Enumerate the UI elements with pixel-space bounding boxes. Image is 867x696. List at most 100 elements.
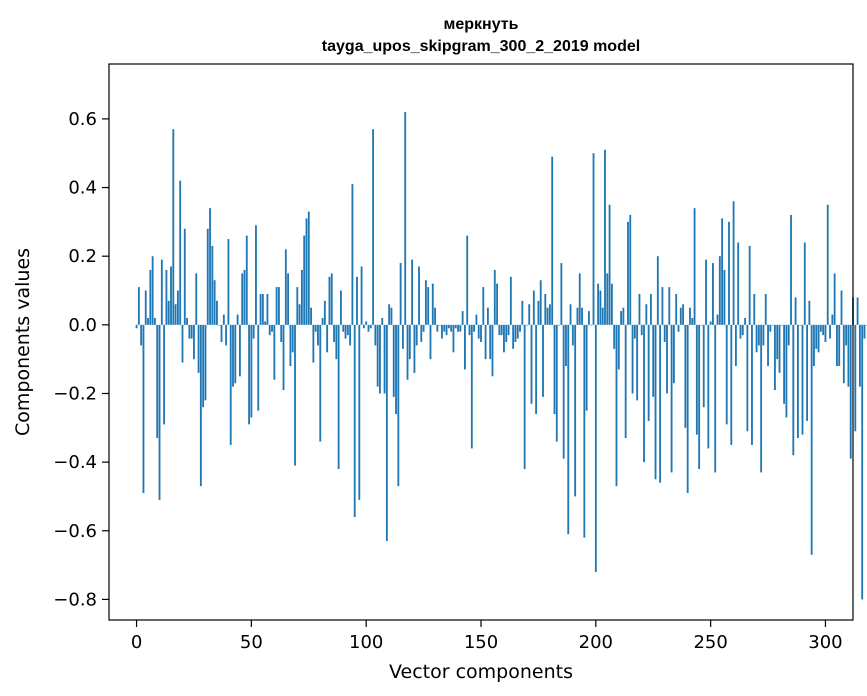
bar-15 bbox=[170, 266, 172, 325]
bar-288 bbox=[796, 324, 799, 439]
bar-200 bbox=[594, 324, 597, 572]
bar-35 bbox=[216, 300, 218, 325]
bar-82 bbox=[323, 300, 326, 325]
y-tick-label-2: 0.2 bbox=[68, 246, 97, 267]
bar-4 bbox=[144, 290, 147, 325]
bar-18 bbox=[176, 290, 179, 325]
bar-267 bbox=[748, 245, 751, 325]
bar-234 bbox=[672, 324, 675, 384]
bar-214 bbox=[627, 221, 629, 325]
bar-76 bbox=[310, 307, 312, 325]
bar-216 bbox=[631, 324, 634, 394]
bar-117 bbox=[404, 112, 407, 325]
bar-51 bbox=[252, 324, 255, 339]
bar-42 bbox=[232, 324, 234, 387]
bar-250 bbox=[709, 321, 712, 325]
bar-23 bbox=[188, 324, 191, 339]
bar-295 bbox=[813, 324, 815, 367]
bar-261 bbox=[734, 324, 737, 367]
bar-162 bbox=[507, 324, 510, 336]
bar-218 bbox=[636, 324, 639, 401]
bar-215 bbox=[629, 215, 632, 325]
bar-173 bbox=[532, 290, 535, 325]
bar-33 bbox=[211, 245, 214, 325]
bar-57 bbox=[266, 293, 269, 325]
bar-172 bbox=[530, 324, 533, 404]
bar-13 bbox=[165, 269, 168, 325]
bar-44 bbox=[236, 314, 239, 325]
bar-311 bbox=[849, 324, 852, 459]
bar-240 bbox=[686, 324, 689, 494]
x-tick-label-2: 100 bbox=[349, 632, 383, 653]
bar-5 bbox=[147, 317, 149, 325]
bar-213 bbox=[624, 324, 627, 439]
bar-102 bbox=[369, 324, 372, 329]
bar-126 bbox=[424, 280, 427, 325]
bar-232 bbox=[668, 287, 671, 325]
x-tick-label-3: 150 bbox=[464, 632, 498, 653]
bar-192 bbox=[576, 307, 579, 325]
bar-219 bbox=[638, 293, 641, 325]
bar-68 bbox=[291, 324, 294, 353]
bar-227 bbox=[656, 256, 659, 325]
bar-114 bbox=[397, 324, 400, 487]
bar-252 bbox=[714, 324, 717, 473]
bar-63 bbox=[280, 324, 283, 342]
x-tick-label-4: 200 bbox=[579, 632, 613, 653]
bar-19 bbox=[179, 180, 182, 325]
bar-99 bbox=[362, 324, 365, 329]
bar-280 bbox=[778, 324, 781, 373]
bar-28 bbox=[199, 324, 202, 487]
bar-244 bbox=[695, 324, 698, 435]
bar-1 bbox=[137, 287, 140, 325]
bar-181 bbox=[551, 156, 554, 325]
bar-110 bbox=[388, 304, 391, 325]
bar-243 bbox=[693, 208, 696, 325]
bar-183 bbox=[555, 324, 558, 442]
chart-title-line1: меркнуть bbox=[444, 16, 519, 33]
bar-270 bbox=[755, 324, 758, 353]
bar-113 bbox=[395, 324, 397, 415]
bar-128 bbox=[429, 324, 432, 360]
bar-164 bbox=[512, 324, 515, 349]
bar-251 bbox=[712, 263, 714, 325]
bar-269 bbox=[753, 293, 756, 325]
bar-90 bbox=[342, 324, 345, 332]
bar-220 bbox=[640, 324, 643, 336]
bar-78 bbox=[314, 324, 317, 332]
bar-142 bbox=[461, 311, 464, 325]
bar-121 bbox=[413, 324, 416, 373]
bar-133 bbox=[441, 324, 443, 339]
bar-291 bbox=[803, 242, 806, 325]
bar-72 bbox=[300, 269, 303, 325]
bar-273 bbox=[762, 324, 765, 346]
bar-263 bbox=[739, 324, 742, 339]
bar-174 bbox=[535, 324, 538, 415]
bar-91 bbox=[344, 324, 347, 339]
bar-247 bbox=[702, 324, 705, 408]
bar-208 bbox=[613, 324, 616, 349]
bar-317 bbox=[863, 324, 866, 339]
bar-88 bbox=[337, 324, 340, 469]
bar-148 bbox=[475, 314, 478, 325]
bar-109 bbox=[385, 324, 388, 542]
bar-211 bbox=[620, 311, 622, 325]
y-tick-label-0: 0.6 bbox=[68, 109, 97, 130]
bar-145 bbox=[468, 324, 471, 336]
bar-286 bbox=[792, 324, 795, 456]
bar-108 bbox=[383, 324, 386, 394]
bar-284 bbox=[787, 324, 790, 346]
bar-141 bbox=[459, 324, 462, 332]
bar-301 bbox=[826, 204, 829, 325]
bar-24 bbox=[190, 324, 193, 339]
bar-103 bbox=[372, 129, 374, 325]
x-axis-ticks: 0 50 100 150 200 250 300 bbox=[131, 620, 843, 653]
bar-281 bbox=[780, 324, 783, 326]
bar-253 bbox=[716, 314, 719, 325]
bar-94 bbox=[351, 184, 354, 325]
bar-271 bbox=[757, 324, 760, 346]
bar-153 bbox=[486, 307, 489, 325]
bar-276 bbox=[769, 324, 772, 332]
bar-151 bbox=[482, 287, 485, 325]
bar-161 bbox=[505, 324, 508, 342]
